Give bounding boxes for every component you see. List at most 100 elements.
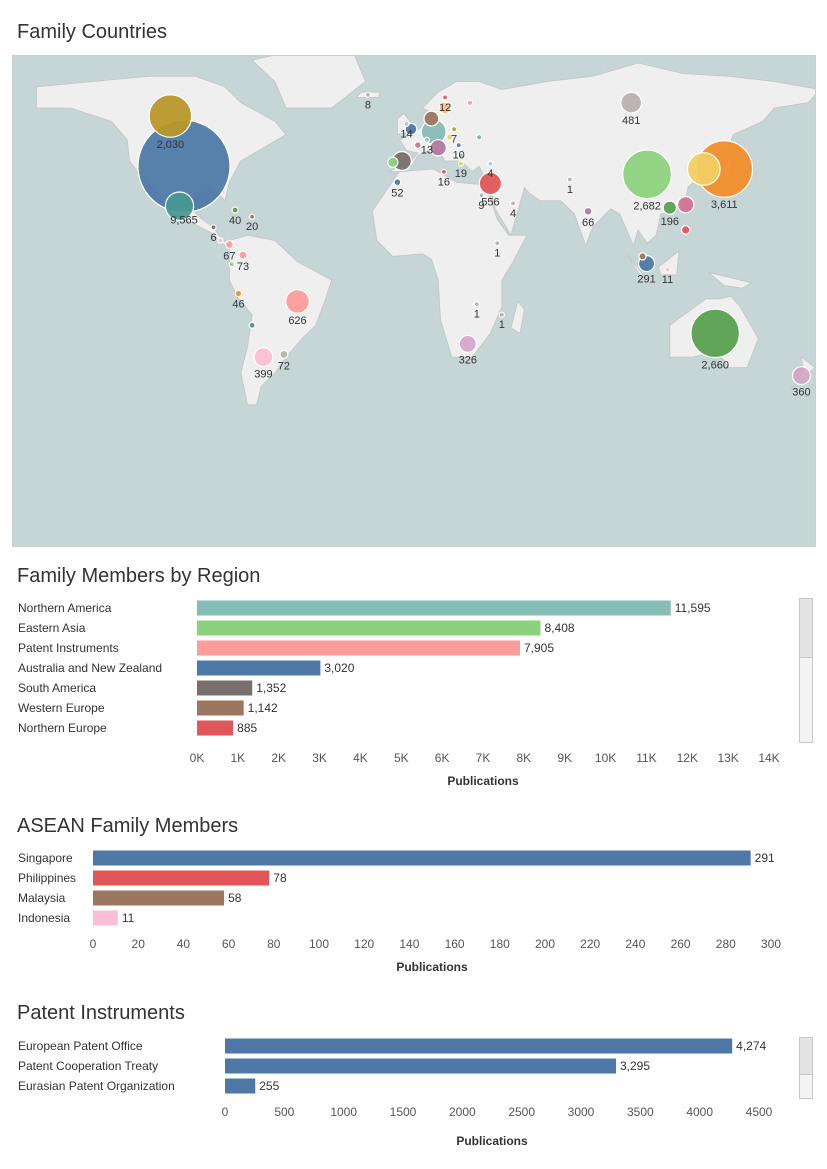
x-tick-label: 10K [595,751,616,765]
bar[interactable] [197,661,320,676]
country-bubble[interactable] [621,92,642,113]
bar[interactable] [197,701,244,716]
country-bubble[interactable] [511,201,516,206]
x-tick-label: 0 [90,937,97,951]
country-bubble[interactable] [229,262,234,267]
x-tick-label: 100 [309,937,329,951]
bar[interactable] [93,911,118,926]
bubble-value-label: 12 [439,102,451,114]
bar[interactable] [197,601,671,616]
bar[interactable] [225,1079,255,1094]
bubble-value-label: 399 [254,369,272,381]
country-bubble[interactable] [567,177,572,182]
country-bubble[interactable] [404,121,409,126]
bubble-value-label: 196 [661,216,679,228]
country-bubble[interactable] [424,137,429,142]
bar-value-label: 4,274 [736,1039,766,1053]
bar[interactable] [225,1059,616,1074]
country-bubble[interactable] [688,153,721,186]
country-bubble[interactable] [495,241,500,246]
bubble-value-label: 4 [510,208,516,220]
x-tick-label: 1000 [330,1105,357,1119]
category-label: South America [18,681,96,695]
country-bubble[interactable] [365,92,370,97]
country-bubble[interactable] [477,135,482,140]
country-bubble[interactable] [584,208,592,216]
country-bubble[interactable] [663,201,676,214]
x-tick-label: 5K [394,751,409,765]
x-tick-label: 40 [177,937,191,951]
country-bubble[interactable] [623,150,672,199]
country-bubble[interactable] [239,251,247,259]
country-bubble[interactable] [226,241,234,249]
x-tick-label: 2000 [449,1105,476,1119]
country-bubble[interactable] [211,225,216,230]
country-bubble[interactable] [232,207,238,213]
country-bubble[interactable] [149,95,191,137]
category-label: Western Europe [18,701,105,715]
bar[interactable] [197,721,233,736]
country-bubble[interactable] [458,161,463,166]
x-axis-title: Publications [447,774,519,788]
country-bubble[interactable] [682,226,690,234]
bar-value-label: 1,352 [256,681,286,695]
country-bubble[interactable] [452,127,457,132]
map-title: Family Countries [17,21,167,44]
bubble-value-label: 8 [365,99,371,111]
country-bubble[interactable] [286,290,310,314]
region-scrollbar[interactable] [799,598,813,743]
country-bubble[interactable] [394,179,401,186]
bar-value-label: 8,408 [545,621,575,635]
category-label: Malaysia [18,891,66,905]
country-bubble[interactable] [424,111,439,126]
country-bubble[interactable] [691,309,739,357]
country-bubble[interactable] [441,169,446,174]
x-tick-label: 220 [580,937,600,951]
country-bubble[interactable] [250,214,255,219]
bubble-value-label: 1 [494,248,500,260]
x-tick-label: 11K [636,751,656,765]
country-bubble[interactable] [280,350,288,358]
bar[interactable] [93,851,751,866]
category-label: European Patent Office [18,1039,143,1053]
country-bubble[interactable] [639,253,646,260]
country-bubble[interactable] [459,335,476,352]
bar[interactable] [197,681,252,696]
bar-value-label: 1,142 [248,701,278,715]
bar-value-label: 11,595 [675,601,711,615]
instruments-scrollbar[interactable] [799,1037,813,1099]
region-scroll-thumb[interactable] [800,599,812,658]
country-bubble[interactable] [793,367,811,385]
bubble-value-label: 1 [499,319,505,331]
country-bubble[interactable] [474,302,479,307]
country-bubble[interactable] [488,161,493,166]
country-bubble[interactable] [388,157,398,167]
x-tick-label: 6K [435,751,450,765]
bar-value-label: 58 [228,891,242,905]
bar[interactable] [197,641,520,656]
country-bubble[interactable] [254,348,273,367]
x-tick-label: 14K [758,751,779,765]
bubble-value-label: 2,660 [701,360,729,372]
country-bubble[interactable] [235,290,241,296]
x-tick-label: 200 [535,937,555,951]
category-label: Philippines [18,871,76,885]
bar[interactable] [93,871,269,886]
country-bubble[interactable] [678,197,694,213]
country-bubble[interactable] [218,238,223,243]
bar[interactable] [93,891,224,906]
country-bubble[interactable] [249,322,255,328]
bar[interactable] [197,621,541,636]
region-chart-title: Family Members by Region [17,565,260,588]
bubble-value-label: 14 [400,128,412,140]
country-bubble[interactable] [499,312,504,317]
country-bubble[interactable] [467,100,472,105]
bar[interactable] [225,1039,732,1054]
x-tick-label: 2K [271,751,286,765]
world-map[interactable]: 9,5653,6112,6822,6602,030626556481399360… [12,55,816,547]
x-tick-label: 4000 [686,1105,713,1119]
x-tick-label: 140 [399,937,419,951]
country-bubble[interactable] [665,267,670,272]
instruments-scroll-thumb[interactable] [800,1038,812,1075]
country-bubble[interactable] [443,95,448,100]
